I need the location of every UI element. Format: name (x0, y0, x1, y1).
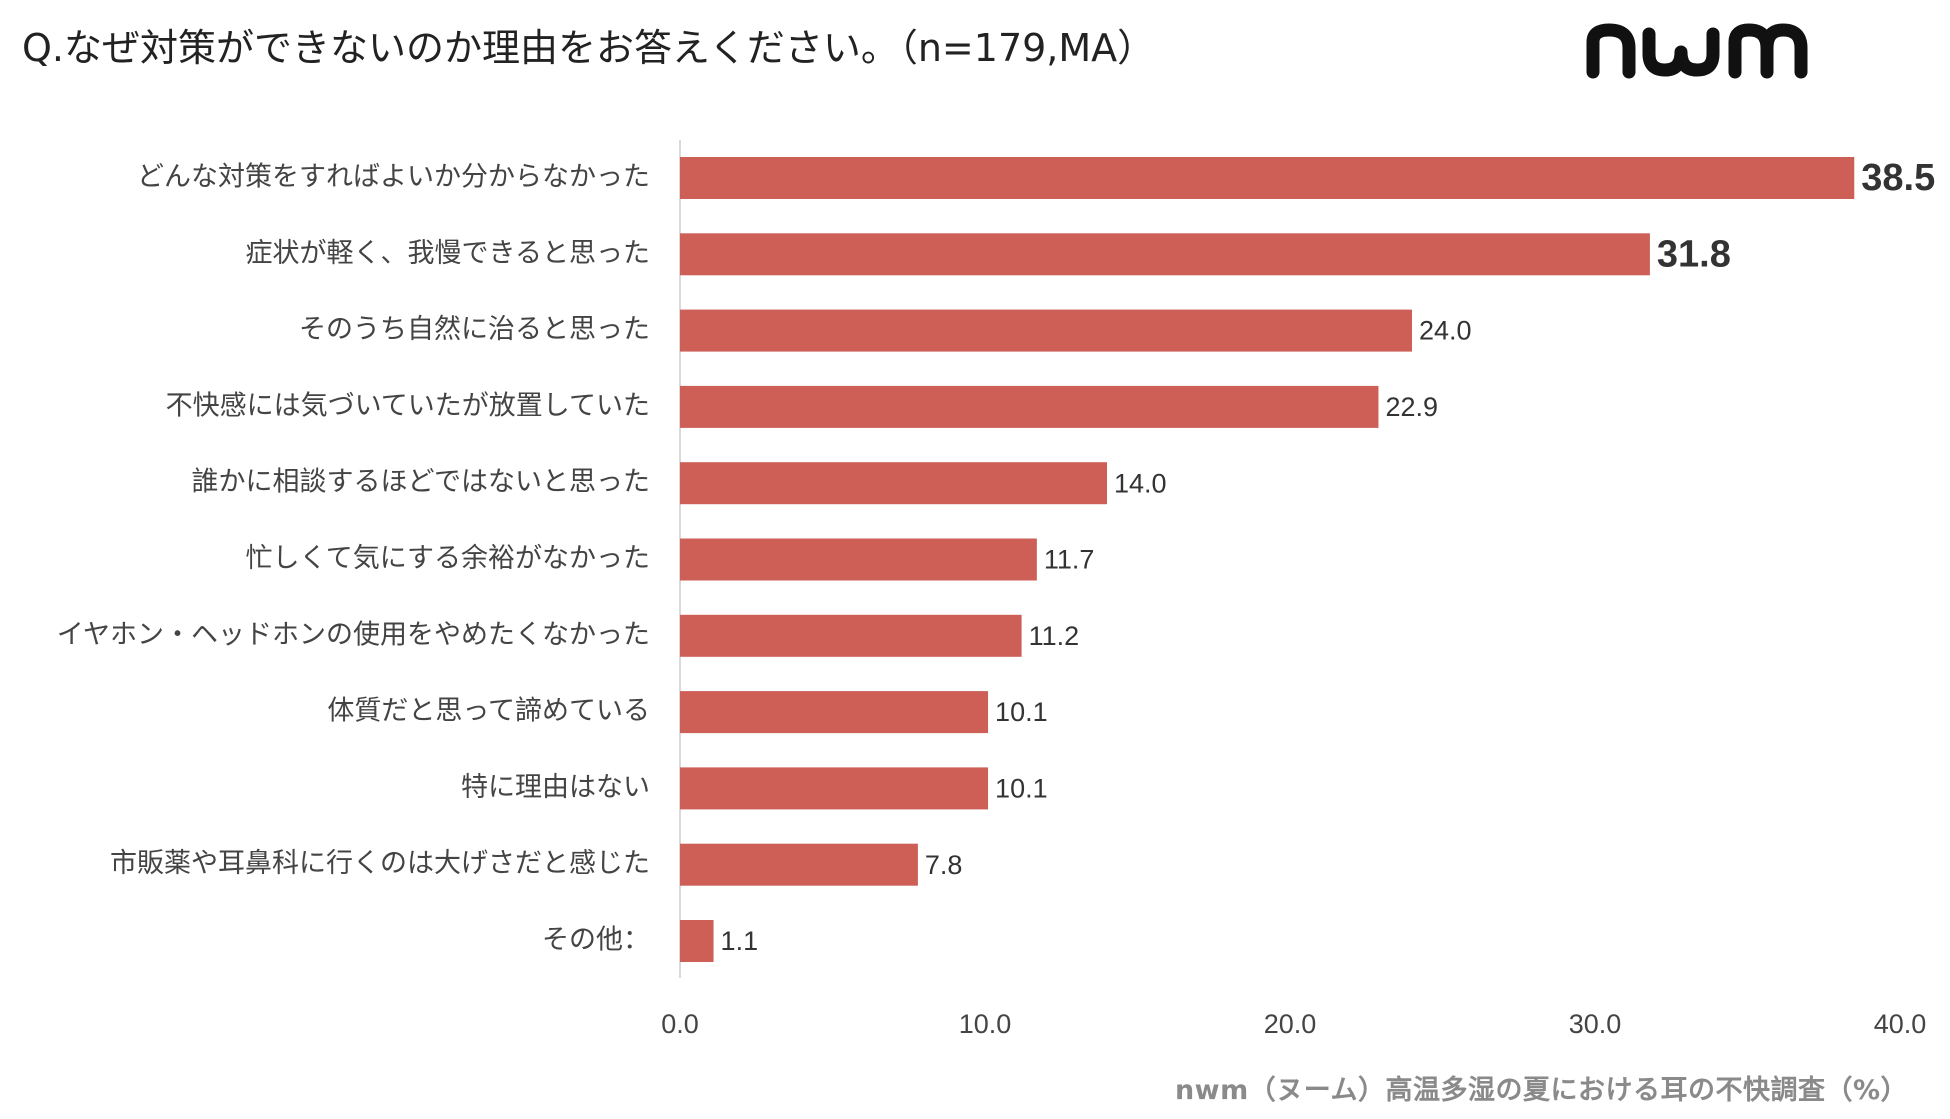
bar-4 (680, 385, 1379, 428)
bar-2 (680, 233, 1650, 276)
x-tick-label-4: 30.0 (1569, 1009, 1622, 1039)
category-label-1: どんな対策をすればよいか分からなかった (137, 162, 650, 193)
bar-1 (680, 157, 1855, 199)
value-label-3: 24.0 (1419, 316, 1472, 346)
value-label-8: 10.1 (995, 697, 1048, 727)
bar-11 (680, 920, 714, 962)
bar-7 (680, 614, 1022, 657)
x-tick-label-2: 10.0 (959, 1009, 1012, 1039)
value-label-10: 7.8 (925, 850, 963, 880)
x-tick-label-3: 20.0 (1264, 1009, 1317, 1039)
bar-8 (680, 691, 989, 734)
value-label-11: 1.1 (721, 926, 759, 956)
value-label-2: 31.8 (1657, 233, 1731, 275)
value-label-7: 11.2 (1029, 621, 1080, 651)
category-label-11: その他： (542, 925, 650, 956)
category-label-10: 市販薬や耳鼻科に行くのは大げさだと感じた (110, 848, 650, 879)
chart-question-title: Q.なぜ対策ができないのか理由をお答えください。（n=179,MA） (22, 26, 1156, 70)
value-label-1: 38.5 (1861, 157, 1935, 199)
source-note: nwm（ヌーム）高温多湿の夏における耳の不快調査（%） (1174, 1075, 1908, 1106)
category-label-6: 忙しくて気にする余裕がなかった (246, 543, 650, 574)
category-label-9: 特に理由はない (461, 772, 650, 803)
value-label-6: 11.7 (1044, 545, 1095, 575)
bar-5 (680, 462, 1107, 505)
category-label-4: 不快感には気づいていたが放置していた (166, 390, 650, 421)
bar-10 (680, 843, 918, 886)
bar-9 (680, 767, 989, 810)
bar-6 (680, 538, 1037, 581)
category-label-8: 体質だと思って諦めている (327, 696, 650, 727)
category-label-3: そのうち自然に治ると思った (299, 314, 650, 345)
nwm-logo-icon (1586, 23, 1808, 79)
category-label-5: 誰かに相談するほどではないと思った (192, 467, 650, 498)
category-label-2: 症状が軽く、我慢できると思った (246, 238, 650, 269)
value-label-9: 10.1 (995, 774, 1048, 804)
category-label-7: イヤホン・ヘッドホンの使用をやめたくなかった (57, 619, 650, 650)
value-label-5: 14.0 (1114, 468, 1167, 498)
brand-logo (1585, 20, 1885, 80)
bar-3 (680, 309, 1412, 352)
x-tick-label-1: 0.0 (661, 1009, 699, 1039)
x-tick-label-5: 40.0 (1874, 1009, 1927, 1039)
value-label-4: 22.9 (1385, 392, 1438, 422)
